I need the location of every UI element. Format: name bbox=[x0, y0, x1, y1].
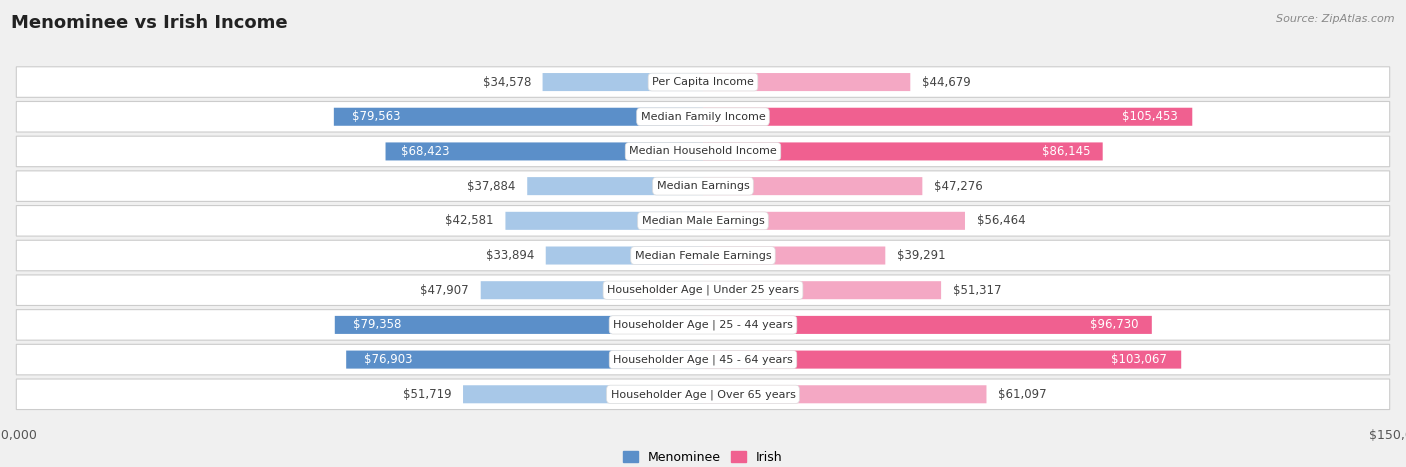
FancyBboxPatch shape bbox=[703, 385, 987, 403]
Text: Source: ZipAtlas.com: Source: ZipAtlas.com bbox=[1277, 14, 1395, 24]
FancyBboxPatch shape bbox=[17, 171, 1389, 201]
FancyBboxPatch shape bbox=[703, 281, 941, 299]
FancyBboxPatch shape bbox=[463, 385, 703, 403]
FancyBboxPatch shape bbox=[543, 73, 703, 91]
Text: $33,894: $33,894 bbox=[485, 249, 534, 262]
Text: $39,291: $39,291 bbox=[897, 249, 945, 262]
FancyBboxPatch shape bbox=[17, 136, 1389, 167]
Text: Median Female Earnings: Median Female Earnings bbox=[634, 250, 772, 261]
FancyBboxPatch shape bbox=[17, 310, 1389, 340]
Text: $47,907: $47,907 bbox=[420, 284, 470, 297]
Text: $34,578: $34,578 bbox=[482, 76, 531, 89]
FancyBboxPatch shape bbox=[17, 379, 1389, 410]
Text: $79,563: $79,563 bbox=[353, 110, 401, 123]
Text: $103,067: $103,067 bbox=[1111, 353, 1167, 366]
FancyBboxPatch shape bbox=[703, 351, 1181, 368]
Text: $42,581: $42,581 bbox=[446, 214, 494, 227]
FancyBboxPatch shape bbox=[17, 240, 1389, 271]
Text: $79,358: $79,358 bbox=[353, 318, 402, 332]
FancyBboxPatch shape bbox=[17, 275, 1389, 305]
Text: Menominee vs Irish Income: Menominee vs Irish Income bbox=[11, 14, 288, 32]
Text: $37,884: $37,884 bbox=[467, 180, 516, 192]
Text: Householder Age | 45 - 64 years: Householder Age | 45 - 64 years bbox=[613, 354, 793, 365]
FancyBboxPatch shape bbox=[505, 212, 703, 230]
FancyBboxPatch shape bbox=[703, 316, 1152, 334]
FancyBboxPatch shape bbox=[346, 351, 703, 368]
FancyBboxPatch shape bbox=[17, 101, 1389, 132]
FancyBboxPatch shape bbox=[333, 108, 703, 126]
Text: $96,730: $96,730 bbox=[1090, 318, 1139, 332]
Text: $47,276: $47,276 bbox=[934, 180, 983, 192]
Text: $68,423: $68,423 bbox=[401, 145, 450, 158]
FancyBboxPatch shape bbox=[703, 247, 886, 264]
FancyBboxPatch shape bbox=[17, 67, 1389, 97]
FancyBboxPatch shape bbox=[703, 212, 965, 230]
Text: Median Earnings: Median Earnings bbox=[657, 181, 749, 191]
FancyBboxPatch shape bbox=[546, 247, 703, 264]
FancyBboxPatch shape bbox=[481, 281, 703, 299]
FancyBboxPatch shape bbox=[335, 316, 703, 334]
Text: Per Capita Income: Per Capita Income bbox=[652, 77, 754, 87]
FancyBboxPatch shape bbox=[703, 108, 1192, 126]
FancyBboxPatch shape bbox=[385, 142, 703, 161]
FancyBboxPatch shape bbox=[17, 344, 1389, 375]
Text: Householder Age | Over 65 years: Householder Age | Over 65 years bbox=[610, 389, 796, 400]
FancyBboxPatch shape bbox=[703, 73, 910, 91]
Text: $76,903: $76,903 bbox=[364, 353, 412, 366]
FancyBboxPatch shape bbox=[703, 142, 1102, 161]
Legend: Menominee, Irish: Menominee, Irish bbox=[619, 446, 787, 467]
Text: Median Family Income: Median Family Income bbox=[641, 112, 765, 122]
Text: Householder Age | Under 25 years: Householder Age | Under 25 years bbox=[607, 285, 799, 296]
Text: $61,097: $61,097 bbox=[998, 388, 1046, 401]
FancyBboxPatch shape bbox=[527, 177, 703, 195]
Text: $56,464: $56,464 bbox=[977, 214, 1025, 227]
FancyBboxPatch shape bbox=[17, 205, 1389, 236]
Text: $51,719: $51,719 bbox=[402, 388, 451, 401]
Text: $44,679: $44,679 bbox=[922, 76, 970, 89]
Text: Median Household Income: Median Household Income bbox=[628, 147, 778, 156]
Text: $86,145: $86,145 bbox=[1042, 145, 1091, 158]
FancyBboxPatch shape bbox=[703, 177, 922, 195]
Text: $51,317: $51,317 bbox=[953, 284, 1001, 297]
Text: Median Male Earnings: Median Male Earnings bbox=[641, 216, 765, 226]
Text: Householder Age | 25 - 44 years: Householder Age | 25 - 44 years bbox=[613, 319, 793, 330]
Text: $105,453: $105,453 bbox=[1122, 110, 1178, 123]
